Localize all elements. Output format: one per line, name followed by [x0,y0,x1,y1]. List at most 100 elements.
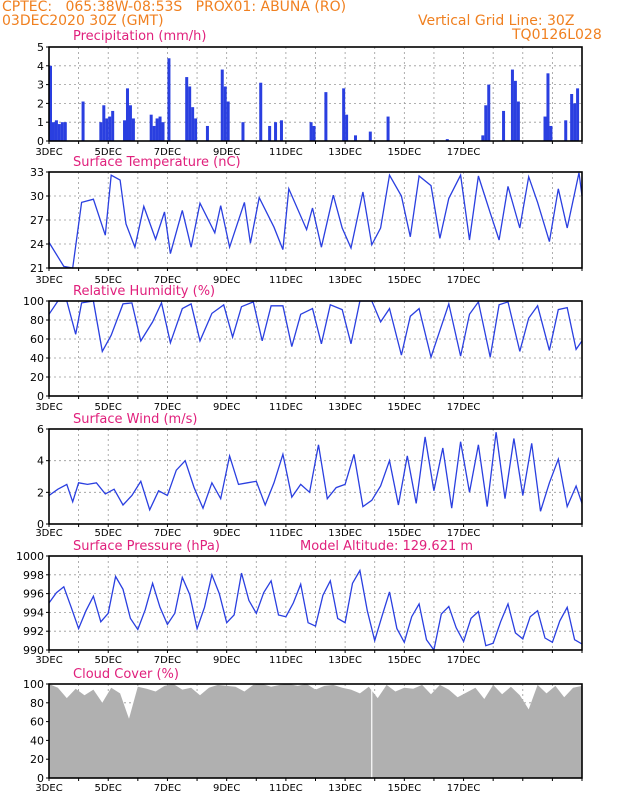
x-tick-label: 17DEC [447,147,481,158]
y-tick-label: 20 [30,371,44,384]
y-tick-label: 60 [30,716,44,729]
panel-title: Relative Humidity (%) [73,284,215,299]
panel-0 [46,46,583,144]
precip-bar [105,118,109,141]
x-tick-label: 15DEC [387,402,421,413]
x-tick-label: 5DEC [95,783,122,794]
x-tick-label: 11DEC [269,528,303,539]
precip-bar [516,101,520,141]
precip-bar [99,122,103,141]
y-tick-label: 3 [37,79,44,92]
x-tick-label: 7DEC [154,402,181,413]
x-tick-label: 5DEC [95,402,122,413]
x-tick-label: 3DEC [35,402,62,413]
x-tick-label: 17DEC [447,783,481,794]
y-tick-label: 33 [30,166,44,179]
x-tick-label: 13DEC [328,783,362,794]
panel-title: Surface Wind (m/s) [73,412,197,427]
y-tick-label: 4 [37,60,44,73]
y-tick-label: 998 [23,569,44,582]
precip-bar [63,122,67,141]
x-tick-label: 15DEC [387,783,421,794]
x-tick-label: 7DEC [154,147,181,158]
x-tick-label: 11DEC [269,655,303,666]
x-tick-label: 3DEC [35,655,62,666]
y-tick-label: 0 [37,390,44,403]
panel-annotation: Model Altitude: 129.621 m [300,539,473,554]
x-tick-label: 15DEC [387,655,421,666]
precip-bar [167,58,171,141]
panel-title: Cloud Cover (%) [73,667,179,682]
precip-bar [149,114,153,141]
precip-bar [576,88,580,141]
precip-bar [386,116,390,141]
y-tick-label: 60 [30,333,44,346]
y-tick-label: 5 [37,41,44,54]
x-tick-label: 15DEC [387,147,421,158]
precip-bar [155,118,159,141]
y-tick-label: 4 [37,455,44,468]
x-tick-label: 11DEC [269,147,303,158]
cloud-area [49,684,582,778]
y-tick-label: 20 [30,753,44,766]
x-tick-label: 17DEC [447,528,481,539]
x-tick-label: 13DEC [328,528,362,539]
precip-bar [60,122,64,141]
precip-bar [226,101,230,141]
x-tick-label: 11DEC [269,783,303,794]
y-tick-label: 80 [30,314,44,327]
x-tick-label: 15DEC [387,528,421,539]
x-tick-label: 3DEC [35,275,62,286]
x-tick-label: 17DEC [447,402,481,413]
x-tick-label: 13DEC [328,275,362,286]
panel-3 [46,428,583,527]
precip-bar [191,107,195,141]
y-tick-label: 0 [37,135,44,148]
precip-bar [111,110,115,141]
precip-bar [279,120,283,141]
precip-bar [502,110,506,141]
vertical-grid-label: Vertical Grid Line: 30Z [418,13,575,29]
y-tick-label: 100 [23,678,44,691]
y-tick-label: 992 [23,625,44,638]
precip-bar [185,77,189,141]
y-tick-label: 30 [30,190,44,203]
precip-bar [368,131,372,141]
precip-bar [481,135,485,141]
precip-bar [81,101,85,141]
y-tick-label: 996 [23,588,44,601]
precip-bar [487,84,491,141]
y-tick-label: 40 [30,734,44,747]
run-code: TQ0126L028 [512,27,602,43]
x-tick-label: 13DEC [328,655,362,666]
precip-bar [220,69,224,141]
precip-bar [125,88,129,141]
precip-bar [573,103,577,141]
precip-bar [274,122,278,141]
precip-bar [108,116,112,141]
panel-title: Precipitation (mm/h) [73,29,206,44]
precip-bar [549,125,553,141]
x-tick-label: 17DEC [447,275,481,286]
precip-bar [54,120,58,141]
panel-title: Surface Pressure (hPa) [73,539,220,554]
precip-bar [268,125,272,141]
y-tick-label: 2 [37,486,44,499]
y-tick-label: 0 [37,772,44,785]
precip-bar [57,124,61,141]
x-tick-label: 15DEC [387,275,421,286]
precip-bar [570,94,574,141]
x-tick-label: 3DEC [35,147,62,158]
x-tick-label: 13DEC [328,147,362,158]
precip-bar [223,86,227,141]
y-tick-label: 990 [23,644,44,657]
precip-bar [51,122,55,141]
precip-bar [205,125,209,141]
precip-bar [324,92,328,141]
precip-bar [353,135,357,141]
y-tick-label: 27 [30,214,44,227]
precip-bar [161,122,165,141]
precip-bar [445,139,449,141]
y-tick-label: 1 [37,116,44,129]
x-tick-label: 9DEC [213,275,240,286]
